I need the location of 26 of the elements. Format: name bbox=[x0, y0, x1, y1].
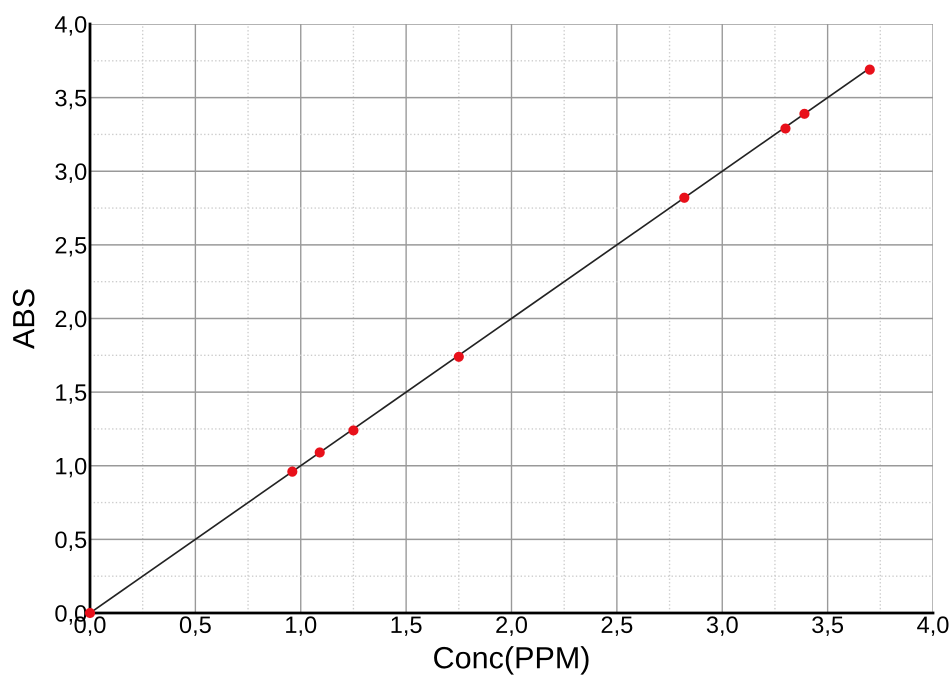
y-tick-label: 3,0 bbox=[55, 163, 86, 183]
point bbox=[287, 466, 298, 477]
x-tick-label: 3,0 bbox=[706, 616, 738, 636]
point bbox=[799, 108, 810, 119]
point bbox=[454, 352, 464, 362]
y-tick-label: 1,0 bbox=[56, 458, 86, 478]
x-axis-title: Conc(PPM) bbox=[434, 646, 589, 675]
point bbox=[314, 447, 325, 458]
y-tick-label: 0,5 bbox=[55, 531, 86, 551]
x-tick-label: 1,0 bbox=[286, 616, 316, 636]
x-tick-label: 0,5 bbox=[180, 616, 211, 636]
y-tick-label: 2,5 bbox=[56, 236, 86, 256]
x-tick-label: 2,0 bbox=[496, 616, 527, 636]
x-tick-label: 2,5 bbox=[602, 616, 632, 636]
x-tick-label: 4,0 bbox=[917, 616, 948, 636]
point bbox=[679, 192, 690, 203]
y-axis-title: ABS bbox=[12, 289, 34, 350]
y-tick-label: 2,0 bbox=[56, 310, 86, 330]
y-tick-label: 3,5 bbox=[55, 90, 86, 110]
point bbox=[864, 64, 875, 75]
point bbox=[348, 425, 359, 436]
y-tick-label: 1,5 bbox=[56, 384, 86, 404]
point bbox=[780, 123, 791, 134]
y-tick-label: 4,0 bbox=[54, 16, 86, 36]
x-tick-label: 1,5 bbox=[392, 616, 422, 636]
x-tick-label: 3,5 bbox=[812, 616, 844, 636]
